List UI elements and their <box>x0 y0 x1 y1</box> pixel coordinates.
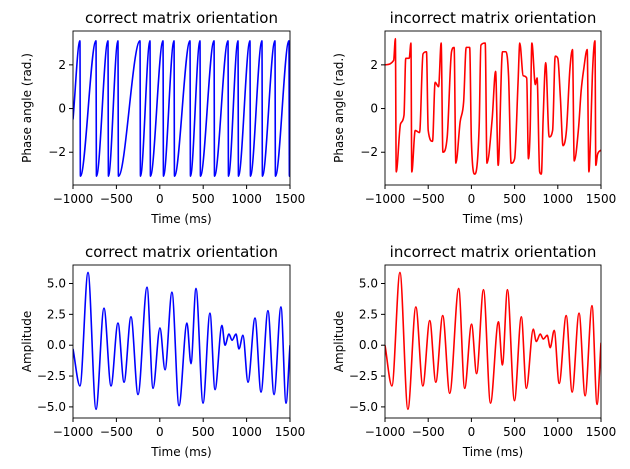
x-tick-label: −500 <box>412 192 445 206</box>
x-tick-label: −500 <box>412 425 445 439</box>
x-tick-label: −500 <box>100 192 133 206</box>
data-line <box>73 271 290 411</box>
x-tick-label: 500 <box>503 192 526 206</box>
x-tick-label: 0 <box>468 192 476 206</box>
x-tick-label: −1000 <box>53 192 94 206</box>
chart-title: incorrect matrix orientation <box>390 243 597 261</box>
y-tick-label: −2 <box>48 145 66 159</box>
y-tick-label: −2 <box>360 145 378 159</box>
x-tick-label: 1500 <box>586 425 617 439</box>
y-tick-label: 0 <box>58 102 66 116</box>
data-line <box>73 40 290 178</box>
x-tick-label: 0 <box>156 425 164 439</box>
y-tick-label: 0.0 <box>47 338 66 352</box>
x-tick-label: 0 <box>156 192 164 206</box>
plot-area <box>73 271 290 411</box>
plot-area <box>385 271 601 411</box>
axes-frame <box>72 30 291 186</box>
y-axis-label: Phase angle (rad.) <box>20 53 34 163</box>
data-line <box>385 37 601 175</box>
x-tick-label: 500 <box>503 425 526 439</box>
x-tick-label: −1000 <box>53 425 94 439</box>
y-tick-label: 2.5 <box>47 307 66 321</box>
y-axis-label: Amplitude <box>20 311 34 373</box>
x-tick-label: 0 <box>468 425 476 439</box>
x-tick-label: 1500 <box>586 192 617 206</box>
x-tick-label: −500 <box>100 425 133 439</box>
y-tick-label: 2 <box>370 58 378 72</box>
chart-title: correct matrix orientation <box>85 243 278 261</box>
x-tick-label: 1000 <box>543 192 574 206</box>
x-tick-label: 1000 <box>231 425 262 439</box>
y-tick-label: −2.5 <box>37 369 66 383</box>
axes-frame <box>384 264 602 419</box>
x-tick-label: −1000 <box>365 192 406 206</box>
chart-title: incorrect matrix orientation <box>390 9 597 27</box>
chart-title: correct matrix orientation <box>85 9 278 27</box>
x-tick-label: 1500 <box>275 192 306 206</box>
x-tick-label: 1000 <box>543 425 574 439</box>
y-tick-label: −2.5 <box>349 369 378 383</box>
y-tick-label: 2 <box>58 58 66 72</box>
x-axis-label: Time (ms) <box>462 212 524 226</box>
y-tick-label: 0.0 <box>359 338 378 352</box>
x-tick-label: 1500 <box>275 425 306 439</box>
x-tick-label: 500 <box>192 425 215 439</box>
y-tick-label: 0 <box>370 102 378 116</box>
y-tick-label: 5.0 <box>47 277 66 291</box>
y-tick-label: −5.0 <box>37 400 66 414</box>
x-tick-label: 1000 <box>231 192 262 206</box>
y-axis-label: Amplitude <box>332 311 346 373</box>
axes-frame <box>72 264 291 419</box>
x-tick-label: 500 <box>192 192 215 206</box>
x-axis-label: Time (ms) <box>462 445 524 459</box>
y-tick-label: −5.0 <box>349 400 378 414</box>
y-axis-label: Phase angle (rad.) <box>332 53 346 163</box>
y-tick-label: 5.0 <box>359 277 378 291</box>
plot-area <box>73 40 290 178</box>
plot-area <box>385 37 601 175</box>
x-tick-label: −1000 <box>365 425 406 439</box>
x-axis-label: Time (ms) <box>150 212 212 226</box>
x-axis-label: Time (ms) <box>150 445 212 459</box>
axes-frame <box>384 30 602 186</box>
y-tick-label: 2.5 <box>359 307 378 321</box>
data-line <box>385 271 601 411</box>
